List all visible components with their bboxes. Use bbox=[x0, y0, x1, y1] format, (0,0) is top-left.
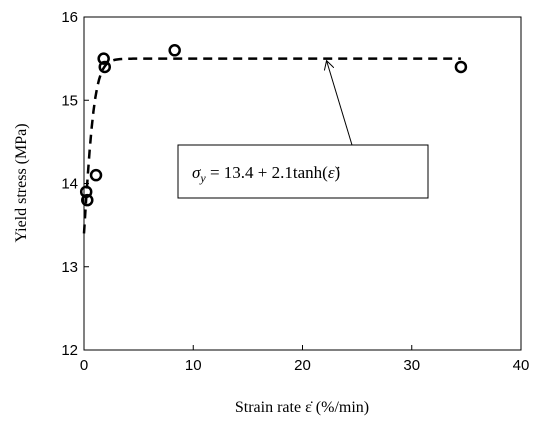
x-tick-label: 30 bbox=[403, 357, 420, 374]
equation-close: ) bbox=[335, 163, 341, 182]
data-point bbox=[81, 193, 94, 207]
x-tick-label: 20 bbox=[294, 357, 311, 374]
equation-var: ε̇ bbox=[328, 163, 340, 182]
data-point bbox=[98, 60, 112, 74]
x-tick-label: 0 bbox=[80, 357, 88, 374]
y-tick-label: 15 bbox=[61, 92, 78, 109]
y-axis-ticks: 12 13 14 15 16 bbox=[61, 9, 89, 359]
equation-rhs: = 13.4 + 2.1tanh( bbox=[206, 163, 328, 182]
y-tick-label: 12 bbox=[61, 342, 78, 359]
x-tick-label: 40 bbox=[513, 357, 530, 374]
data-point bbox=[97, 52, 110, 65]
x-tick-label: 10 bbox=[185, 357, 202, 374]
y-tick-label: 13 bbox=[61, 259, 78, 276]
data-point bbox=[79, 185, 93, 199]
equation-text: σy = 13.4 + 2.1tanh(ε̇) bbox=[192, 163, 340, 185]
annotation-arrow bbox=[327, 61, 353, 146]
y-tick-label: 16 bbox=[61, 9, 78, 26]
equation-sub: y bbox=[199, 171, 206, 185]
equation-box: σy = 13.4 + 2.1tanh(ε̇) bbox=[177, 144, 429, 199]
fit-curve bbox=[82, 57, 461, 234]
x-axis-ticks: 0 10 20 30 40 bbox=[80, 345, 530, 374]
y-axis-title: Yield stress (MPa) bbox=[13, 123, 30, 242]
data-point bbox=[89, 168, 103, 182]
fit-curve-path bbox=[82, 57, 461, 234]
data-point bbox=[454, 60, 468, 74]
y-tick-label: 14 bbox=[61, 176, 78, 193]
x-axis-title: Strain rate ε̇ (%/min) bbox=[235, 399, 369, 416]
equation-lhs: σ bbox=[192, 163, 201, 182]
data-points bbox=[79, 44, 468, 207]
data-point bbox=[168, 44, 181, 57]
